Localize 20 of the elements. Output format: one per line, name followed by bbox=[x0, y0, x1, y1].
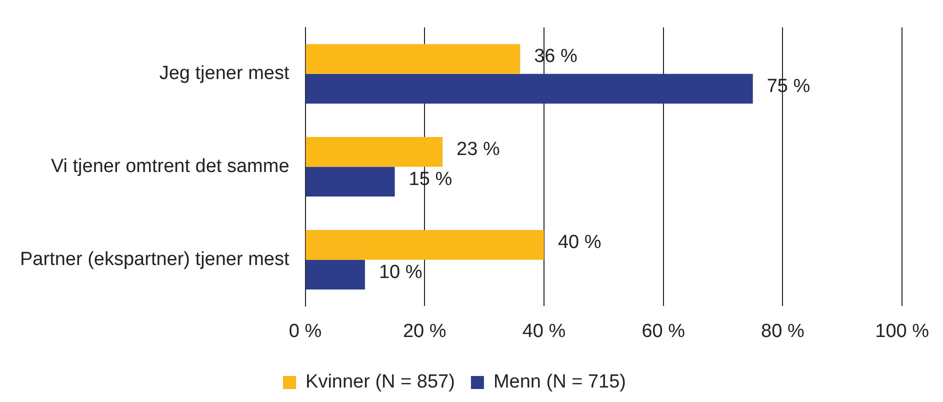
bar bbox=[306, 44, 520, 74]
x-tick-label: 80 % bbox=[761, 320, 804, 342]
bar bbox=[306, 137, 443, 167]
y-tick-label: Jeg tjener mest bbox=[159, 63, 290, 84]
legend-label: Menn (N = 715) bbox=[493, 372, 626, 393]
x-tick-label: 20 % bbox=[402, 320, 446, 342]
y-tick-label: Partner (ekspartner) tjener mest bbox=[20, 248, 290, 270]
legend-label: Kvinner (N = 857) bbox=[306, 372, 455, 393]
y-tick-label: Vi tjener omtrent det samme bbox=[50, 156, 290, 178]
data-label: 10 % bbox=[378, 262, 422, 283]
x-tick-label: 100 % bbox=[875, 320, 930, 342]
bar bbox=[306, 74, 753, 104]
x-tick-label: 40 % bbox=[522, 320, 566, 342]
data-label: 40 % bbox=[558, 232, 602, 254]
data-label: 23 % bbox=[456, 139, 500, 160]
x-tick-label: 0 % bbox=[288, 320, 322, 342]
bar bbox=[306, 166, 395, 197]
x-tick-label: 60 % bbox=[642, 320, 686, 342]
bar bbox=[306, 260, 365, 290]
bar bbox=[306, 230, 544, 260]
